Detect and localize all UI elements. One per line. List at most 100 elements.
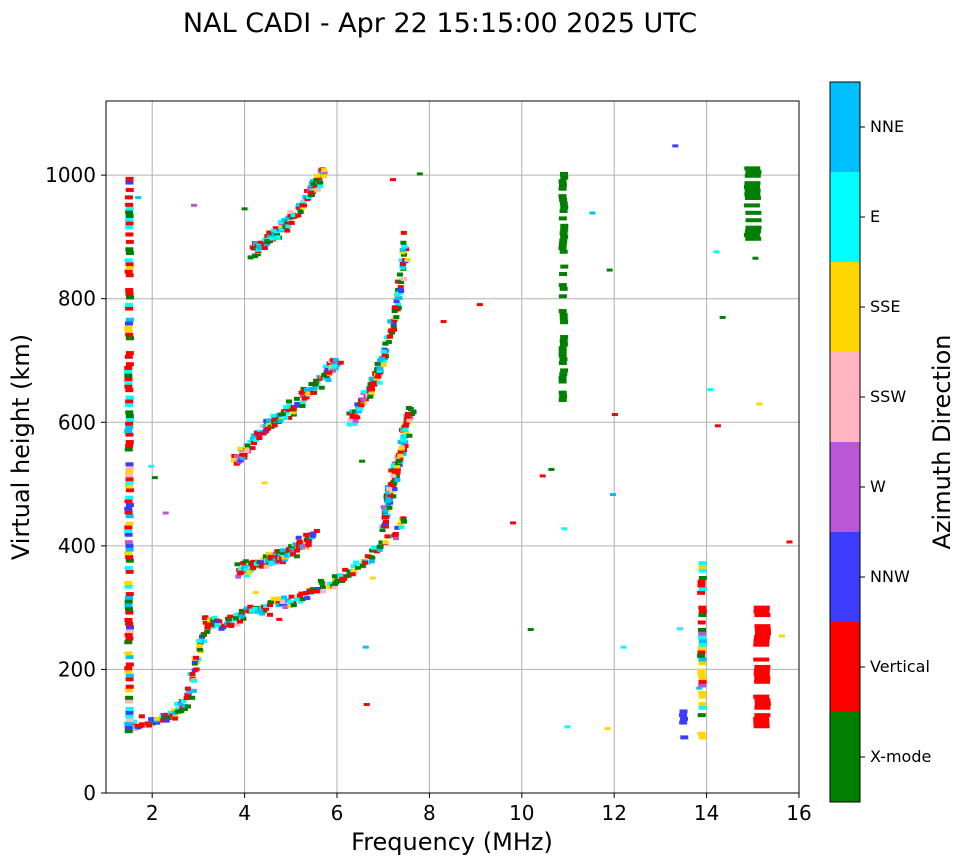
echo-point (169, 713, 176, 718)
echo-point (124, 525, 133, 530)
echo-point (279, 560, 286, 565)
echo-point (124, 651, 133, 656)
echo-point (125, 180, 134, 185)
echo-point (263, 603, 270, 608)
echo-point (125, 232, 134, 237)
echo-point (252, 606, 259, 611)
echo-point (124, 354, 133, 359)
echo-point (391, 481, 398, 486)
echo-point (124, 603, 133, 608)
echo-point (308, 382, 315, 387)
echo-point (277, 220, 284, 225)
echo-point (604, 727, 611, 731)
echo-point (559, 197, 568, 202)
echo-point (290, 412, 297, 417)
echo-point (184, 704, 191, 709)
echo-point (270, 596, 277, 601)
echo-point (125, 291, 134, 296)
echo-point (310, 181, 317, 186)
echo-point (376, 368, 383, 373)
echo-point (289, 552, 296, 557)
echo-point (256, 246, 263, 251)
echo-point (249, 245, 256, 250)
echo-point (252, 254, 259, 259)
echo-point (391, 487, 398, 492)
echo-point (620, 645, 627, 649)
echo-point (611, 413, 618, 417)
echo-point (559, 357, 568, 362)
echo-point (398, 446, 405, 451)
y-tick-label: 0 (83, 781, 96, 805)
echo-point (290, 410, 297, 415)
echo-point (745, 170, 762, 175)
echo-point (305, 391, 312, 396)
echo-point (125, 262, 134, 267)
echo-point (274, 232, 281, 237)
echo-point (176, 709, 183, 714)
echo-point (267, 603, 274, 608)
echo-point (559, 338, 568, 343)
echo-point (326, 370, 333, 375)
y-tick-label: 400 (58, 534, 96, 558)
echo-point (261, 246, 268, 251)
echo-point (154, 720, 161, 725)
echo-point (398, 258, 405, 263)
echo-point (382, 524, 389, 529)
echo-point (266, 551, 273, 556)
colorbar: X-mode Vertical NNW W SSW SSE E NNE (829, 81, 931, 803)
echo-point (560, 227, 569, 232)
echo-point (124, 258, 133, 263)
y-tick-label: 600 (58, 410, 96, 434)
echo-point (124, 428, 133, 433)
echo-point (288, 544, 295, 549)
echo-point (697, 731, 706, 736)
echo-point (237, 458, 244, 463)
echo-point (265, 418, 272, 423)
echo-point (754, 635, 771, 640)
echo-point (391, 309, 398, 314)
echo-point (125, 554, 134, 559)
echo-point (231, 453, 238, 458)
echo-point (286, 403, 293, 408)
echo-point (282, 416, 289, 421)
echo-point (404, 414, 411, 419)
echo-point (331, 585, 338, 590)
echo-point (225, 616, 232, 621)
echo-point (559, 231, 568, 236)
echo-point (754, 664, 771, 669)
echo-point (698, 587, 707, 592)
echo-point (558, 186, 567, 191)
echo-point (778, 634, 785, 638)
echo-point (246, 570, 253, 575)
colorbar-tick-label: NNE (870, 117, 904, 136)
echo-point (679, 709, 688, 714)
echo-point (288, 594, 295, 599)
echo-point (558, 242, 567, 247)
echo-point (369, 548, 376, 553)
echo-point (125, 399, 134, 404)
echo-point (409, 412, 416, 417)
echo-point (399, 247, 406, 252)
echo-point (558, 309, 567, 314)
echo-point (241, 564, 248, 569)
echo-point (165, 716, 172, 721)
y-axis-ticks: 0 200 400 600 800 1000 (45, 163, 106, 805)
echo-point (391, 469, 398, 474)
echo-point (744, 173, 761, 178)
echo-point (241, 207, 248, 211)
echo-point (680, 735, 689, 740)
echo-point (559, 342, 568, 347)
echo-point (193, 655, 200, 660)
echo-point (392, 532, 399, 537)
echo-point (283, 410, 290, 415)
echo-point (560, 175, 569, 180)
echo-point (125, 710, 134, 715)
echo-point (310, 179, 317, 184)
echo-point (300, 386, 307, 391)
echo-point (161, 715, 168, 720)
echo-point (125, 477, 134, 482)
colorbar-segment (830, 712, 860, 802)
echo-point (696, 686, 703, 690)
echo-point (697, 590, 706, 595)
colorbar-segment (830, 442, 860, 532)
